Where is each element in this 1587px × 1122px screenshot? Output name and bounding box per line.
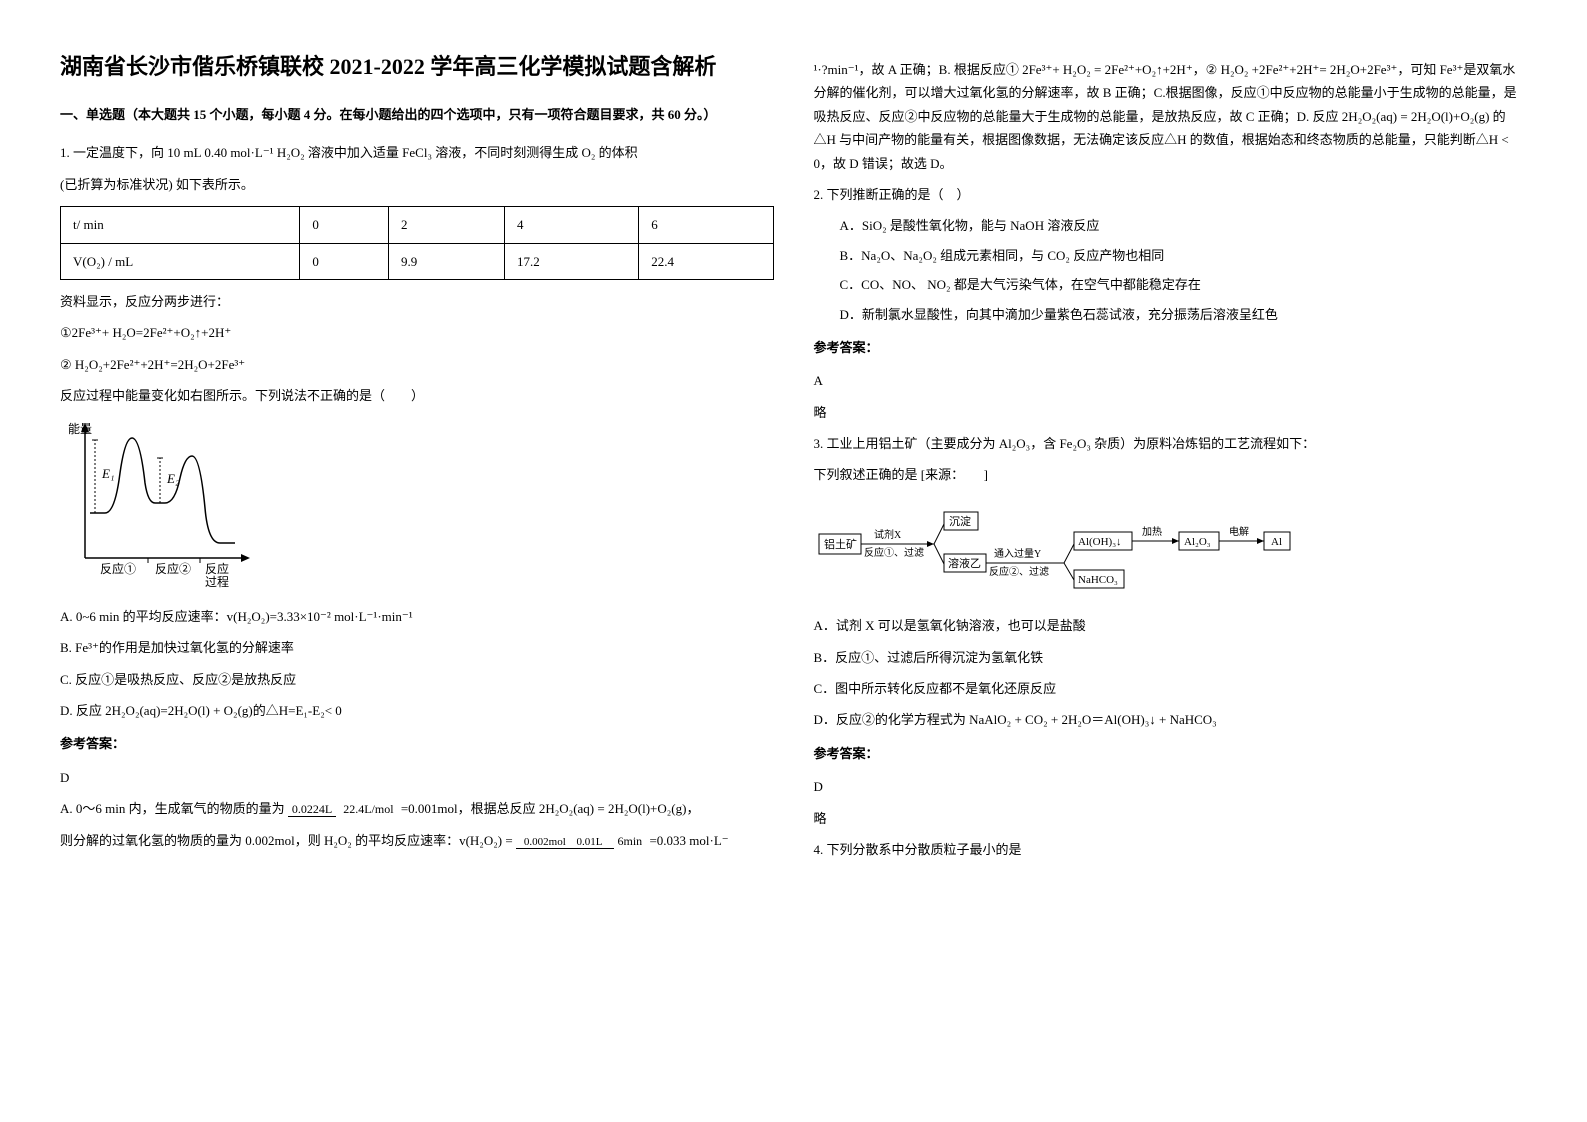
cell: 4 xyxy=(504,207,638,243)
svg-text:Al: Al xyxy=(1271,536,1282,548)
cell: 6 xyxy=(639,207,773,243)
q2-optD: D．新制氯水显酸性，向其中滴加少量紫色石蕊试液，充分振荡后溶液呈红色 xyxy=(814,303,1528,326)
q1-optC: C. 反应①是吸热反应、反应②是放热反应 xyxy=(60,668,774,691)
q1-optD: D. 反应 2H₂O₂(aq)=2H₂O(l) + O₂(g)的△H=E₁-E₂… xyxy=(60,699,774,722)
q1-answer: D xyxy=(60,766,774,789)
q1-prompt: 反应过程中能量变化如右图所示。下列说法不正确的是（ ） xyxy=(60,384,774,407)
q1-eq2: ② H₂O₂+2Fe²⁺+2H⁺=2H₂O+2Fe³⁺ xyxy=(60,353,774,376)
q2-brief: 略 xyxy=(814,401,1528,424)
q1-optB: B. Fe³⁺的作用是加快过氧化氢的分解速率 xyxy=(60,636,774,659)
ylabel: 能量 xyxy=(68,422,92,436)
cell: 0 xyxy=(300,207,389,243)
table-row: V(O₂) / mL 0 9.9 17.2 22.4 xyxy=(61,243,774,279)
section-title: 一、单选题（本大题共 15 个小题，每小题 4 分。在每小题给出的四个选项中，只… xyxy=(60,103,774,126)
q2-optB: B．Na₂O、Na₂O₂ 组成元素相同，与 CO₂ 反应产物也相同 xyxy=(814,244,1528,267)
cell: V(O₂) / mL xyxy=(61,243,300,279)
cell: t/ min xyxy=(61,207,300,243)
right-column: ¹·?min⁻¹，故 A 正确；B. 根据反应① 2Fe³⁺+ H₂O₂ = 2… xyxy=(814,50,1528,869)
e2-label: E₂ xyxy=(166,471,180,486)
cell: 2 xyxy=(388,207,504,243)
text: =0.033 mol·L⁻ xyxy=(649,833,728,848)
q1-note: 资料显示，反应分两步进行： xyxy=(60,290,774,313)
q3-answer: D xyxy=(814,775,1528,798)
cell: 0 xyxy=(300,243,389,279)
q3-stem2: 下列叙述正确的是 [来源： ] xyxy=(814,463,1528,486)
q2-optC: C．CO、NO、 NO₂ 都是大气污染气体，在空气中都能稳定存在 xyxy=(814,273,1528,296)
svg-text:溶液乙: 溶液乙 xyxy=(948,556,981,570)
answer-label: 参考答案： xyxy=(814,336,1528,359)
svg-text:通入过量Y: 通入过量Y xyxy=(994,547,1041,560)
e1-label: E₁ xyxy=(101,466,114,481)
q1-eq1: ①2Fe³⁺+ H₂O=2Fe²⁺+O₂↑+2H⁺ xyxy=(60,321,774,344)
svg-text:铝土矿: 铝土矿 xyxy=(824,537,857,551)
fraction: 0.0224L 22.4L/mol xyxy=(288,799,398,821)
x2: 反应② xyxy=(155,561,191,576)
cell: 9.9 xyxy=(388,243,504,279)
text: 则分解的过氧化氢的物质的量为 0.002mol，则 H₂O₂ 的平均反应速率：v… xyxy=(60,833,516,848)
q2-answer: A xyxy=(814,369,1528,392)
svg-text:电解: 电解 xyxy=(1229,525,1249,538)
svg-text:试剂X: 试剂X xyxy=(874,528,902,541)
answer-label: 参考答案： xyxy=(814,742,1528,765)
svg-text:NaHCO₃: NaHCO₃ xyxy=(1078,574,1118,586)
table-row: t/ min 0 2 4 6 xyxy=(61,207,774,243)
q3-optD: D．反应②的化学方程式为 NaAlO₂ + CO₂ + 2H₂O＝Al(OH)₃… xyxy=(814,708,1528,731)
cell: 17.2 xyxy=(504,243,638,279)
svg-text:反应②、过滤: 反应②、过滤 xyxy=(989,565,1049,578)
main-title: 湖南省长沙市偕乐桥镇联校 2021-2022 学年高三化学模拟试题含解析 xyxy=(60,50,774,83)
svg-text:Al(OH)₃↓: Al(OH)₃↓ xyxy=(1078,536,1122,548)
answer-label: 参考答案： xyxy=(60,732,774,755)
q1-explB: ¹·?min⁻¹，故 A 正确；B. 根据反应① 2Fe³⁺+ H₂O₂ = 2… xyxy=(814,58,1528,175)
q3-brief: 略 xyxy=(814,807,1528,830)
q3-optC: C．图中所示转化反应都不是氧化还原反应 xyxy=(814,677,1528,700)
x3b: 过程 xyxy=(205,574,229,588)
svg-text:Al₂O₃: Al₂O₃ xyxy=(1184,536,1211,548)
q1-stem1: 1. 一定温度下，向 10 mL 0.40 mol·L⁻¹ H₂O₂ 溶液中加入… xyxy=(60,141,774,164)
text: A. 0～6 min 内，生成氧气的物质的量为 xyxy=(60,801,285,816)
q2-optA: A．SiO₂ 是酸性氧化物，能与 NaOH 溶液反应 xyxy=(814,214,1528,237)
q4-stem: 4. 下列分散系中分散质粒子最小的是 xyxy=(814,838,1528,861)
svg-text:加热: 加热 xyxy=(1142,525,1162,538)
x3: 反应 xyxy=(205,561,229,576)
svg-text:反应①、过滤: 反应①、过滤 xyxy=(864,546,924,559)
left-column: 湖南省长沙市偕乐桥镇联校 2021-2022 学年高三化学模拟试题含解析 一、单… xyxy=(60,50,774,869)
flow-diagram: 铝土矿 试剂X 反应①、过滤 沉淀 溶液乙 通入过量Y 反应②、过滤 Al(OH… xyxy=(814,502,1528,599)
text: =0.001mol，根据总反应 2H₂O₂(aq) = 2H₂O(l)+O₂(g… xyxy=(401,801,700,816)
svg-text:沉淀: 沉淀 xyxy=(949,514,971,528)
q1-stem2: (已折算为标准状况) 如下表所示。 xyxy=(60,173,774,196)
q3-optA: A．试剂 X 可以是氢氧化钠溶液，也可以是盐酸 xyxy=(814,614,1528,637)
q2-stem: 2. 下列推断正确的是（ ） xyxy=(814,183,1528,206)
q1-table: t/ min 0 2 4 6 V(O₂) / mL 0 9.9 17.2 22.… xyxy=(60,206,774,280)
q1-explA2: 则分解的过氧化氢的物质的量为 0.002mol，则 H₂O₂ 的平均反应速率：v… xyxy=(60,829,774,853)
fraction: 0.002mol 0.01L 6min xyxy=(516,831,646,853)
energy-diagram: 能量 E₁ E₂ 反应① 反应② 反应 过程 xyxy=(60,418,774,595)
cell: 22.4 xyxy=(639,243,773,279)
q3-stem1: 3. 工业上用铝土矿（主要成分为 Al₂O₃，含 Fe₂O₃ 杂质）为原料冶炼铝… xyxy=(814,432,1528,455)
q1-explA: A. 0～6 min 内，生成氧气的物质的量为 0.0224L 22.4L/mo… xyxy=(60,797,774,821)
x1: 反应① xyxy=(100,561,136,576)
q1-optA: A. 0~6 min 的平均反应速率：v(H₂O₂)=3.33×10⁻² mol… xyxy=(60,605,774,628)
q3-optB: B．反应①、过滤后所得沉淀为氢氧化铁 xyxy=(814,646,1528,669)
